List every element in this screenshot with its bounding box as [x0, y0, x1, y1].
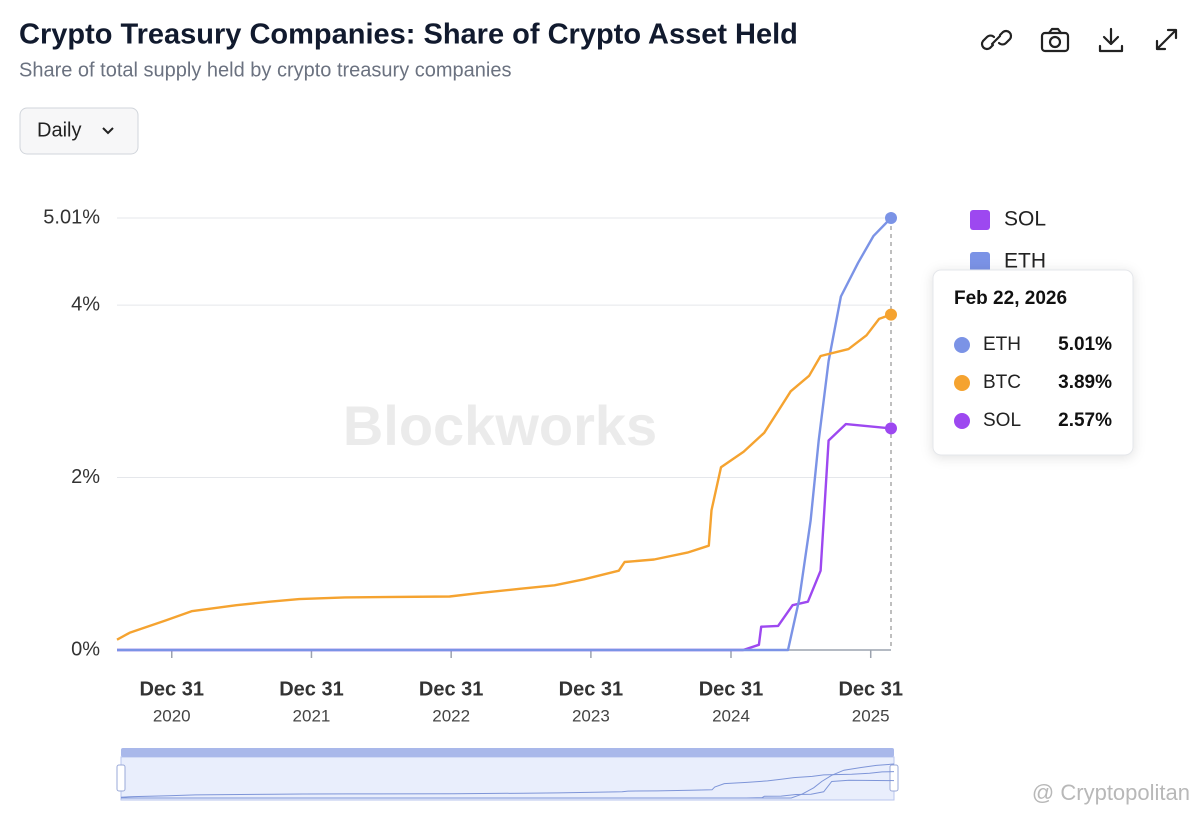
x-tick-label: Dec 31: [559, 678, 624, 700]
x-tick-year: 2023: [572, 706, 610, 725]
series-line: [116, 313, 892, 641]
y-tick-label: 4%: [71, 293, 100, 315]
plot-area: 0% 2% 4% 5.01% Dec 31 2020 Dec 31 2021 Dec 31 202…: [43, 206, 1134, 801]
legend-swatch: [970, 252, 990, 272]
camera-icon[interactable]: [1040, 27, 1070, 53]
chart-subtitle: Share of total supply held by crypto tre…: [19, 59, 511, 81]
navigator-handle[interactable]: [116, 764, 126, 792]
tooltip-value: 2.57%: [1058, 410, 1112, 431]
tooltip-dot: [954, 337, 970, 353]
link-icon[interactable]: [980, 29, 1013, 51]
x-tick-label: Dec 31: [139, 678, 204, 700]
x-tick-year: 2021: [293, 706, 331, 725]
download-icon[interactable]: [1098, 27, 1124, 53]
x-tick-label: Dec 31: [419, 678, 484, 700]
legend-label: SOL: [1004, 208, 1046, 231]
navigator-bar: [121, 748, 894, 757]
tooltip-name: SOL: [983, 410, 1021, 431]
hover-point: [885, 212, 897, 224]
series-line: [117, 422, 892, 652]
x-tick-label: Dec 31: [838, 678, 903, 700]
chart-title: Crypto Treasury Companies: Share of Cryp…: [19, 19, 798, 51]
watermark: Blockworks: [343, 394, 657, 457]
hover-point: [885, 422, 897, 435]
tooltip-value: 3.89%: [1058, 372, 1112, 393]
tooltip: Feb 22, 2026 ETH 5.01% BTC 3.89% SOL 2.57%: [932, 269, 1134, 456]
y-tick-label: 5.01%: [43, 206, 100, 228]
credit: @ Cryptopolitan: [1032, 780, 1190, 805]
legend-label: ETH: [1004, 250, 1046, 273]
dropdown-chevron[interactable]: [102, 127, 114, 135]
expand-icon[interactable]: [1155, 28, 1178, 51]
tooltip-dot: [954, 375, 970, 391]
y-tick-label: 2%: [71, 466, 100, 488]
hover-point: [885, 308, 897, 321]
range-navigator: [116, 748, 899, 801]
navigator-line: [121, 763, 895, 799]
x-tick-label: Dec 31: [699, 678, 764, 700]
series-line: [117, 217, 892, 652]
x-tick-year: 2024: [712, 706, 750, 725]
dropdown-label[interactable]: Daily: [37, 119, 81, 141]
navigator-handle[interactable]: [889, 764, 899, 792]
x-tick-year: 2022: [432, 706, 470, 725]
navigator-line: [120, 771, 895, 798]
x-tick-year: 2025: [852, 706, 890, 725]
toolbar: [980, 27, 1178, 53]
x-tick-year: 2020: [153, 706, 191, 725]
tooltip-dot: [954, 413, 970, 429]
tooltip-name: ETH: [983, 334, 1021, 355]
legend-swatch: [970, 210, 990, 230]
y-tick-label: 0%: [71, 638, 100, 660]
x-tick-label: Dec 31: [279, 678, 344, 700]
tooltip-name: BTC: [983, 372, 1021, 393]
tooltip-date: Feb 22, 2026: [954, 288, 1067, 309]
frequency-dropdown[interactable]: Daily: [19, 107, 139, 155]
tooltip-box: [932, 269, 1134, 456]
dropdown-box[interactable]: [19, 107, 139, 155]
tooltip-value: 5.01%: [1058, 334, 1112, 355]
